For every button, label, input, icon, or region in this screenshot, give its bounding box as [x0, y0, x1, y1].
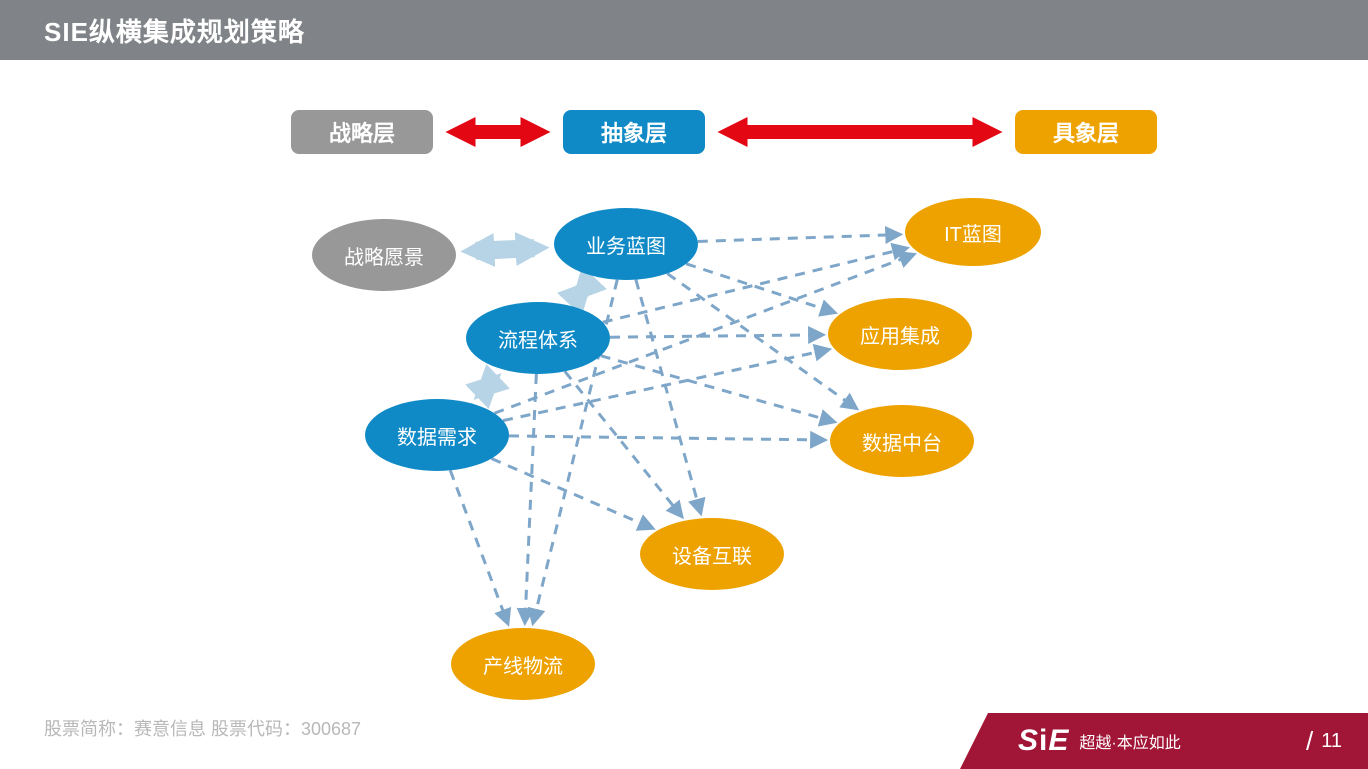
page-number: 11: [1321, 730, 1342, 753]
slide-header: SIE纵横集成规划策略: [0, 0, 1368, 60]
footer-stock-info: 股票简称：赛意信息 股票代码：300687: [44, 715, 361, 741]
brand-logo-text: SiE: [1018, 724, 1069, 758]
node-n_itplan: IT蓝图: [905, 198, 1041, 266]
brand-e: E: [1048, 724, 1069, 757]
page-slash: /: [1306, 726, 1313, 757]
node-n_bizplan: 业务蓝图: [554, 208, 698, 280]
node-n_device: 设备互联: [640, 518, 784, 590]
layer-box-lb1: 战略层: [291, 110, 433, 154]
layer-box-lb2: 抽象层: [563, 110, 705, 154]
brand-i: i: [1039, 724, 1048, 757]
diagram-stage: 战略层 抽象层 具象层 战略愿景 业务蓝图流程体系数据需求 IT蓝图应用集成数据中台设备…: [0, 60, 1368, 710]
diagram-edges: [0, 60, 1368, 710]
brand-s: S: [1018, 724, 1039, 757]
layer-box-lb3: 具象层: [1015, 110, 1157, 154]
node-n_datareq: 数据需求: [365, 399, 509, 471]
brand-tagline: 超越·本应如此: [1079, 729, 1180, 753]
node-n_vision: 战略愿景: [312, 219, 456, 291]
node-n_appint: 应用集成: [828, 298, 972, 370]
slide-title: SIE纵横集成规划策略: [44, 12, 305, 49]
footer-brand-bar: SiE 超越·本应如此 / 11: [988, 713, 1368, 769]
node-n_logistics: 产线物流: [451, 628, 595, 700]
node-n_process: 流程体系: [466, 302, 610, 374]
node-n_dataplat: 数据中台: [830, 405, 974, 477]
slide-page: SIE纵横集成规划策略 战略层 抽象层 具象层 战略愿景 业务蓝图流程体系数据需求 IT…: [0, 0, 1368, 769]
